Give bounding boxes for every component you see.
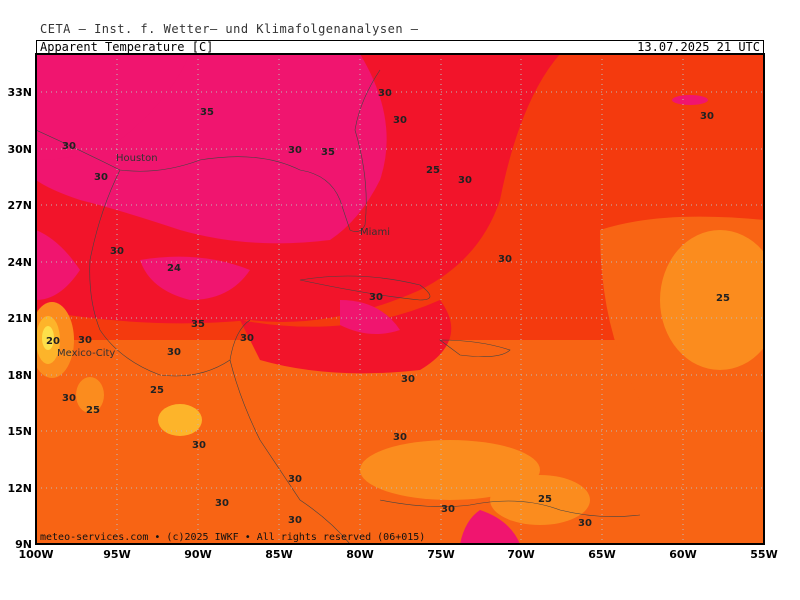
contour-label: 30 [498,254,512,265]
lat-label: 21N [7,312,32,325]
contour-label: 25 [86,405,100,416]
contour-label: 35 [321,147,335,158]
longitude-axis: 100W 95W 90W 85W 80W 75W 70W 65W 60W 55W [18,548,777,561]
variable-title: Apparent Temperature [C] [40,40,214,54]
contour-label: 30 [167,347,181,358]
contour-label: 30 [288,145,302,156]
lon-label: 90W [184,548,211,561]
contour-label: 30 [401,374,415,385]
contour-label: 30 [369,292,383,303]
lat-label: 24N [7,256,32,269]
contour-label: 30 [578,518,592,529]
contour-label: 30 [378,88,392,99]
model-header: CETA – Inst. f. Wetter– und Klimafolgena… [40,22,419,36]
lon-label: 95W [103,548,130,561]
contour-label: 25 [426,165,440,176]
copyright-credit: meteo-services.com • (c)2025 IWKF • All … [40,532,426,543]
contour-label: 25 [716,293,730,304]
lat-label: 12N [7,482,32,495]
contour-label: 30 [240,333,254,344]
lat-lon-grid [36,54,764,544]
contour-label: 30 [700,111,714,122]
lat-label: 33N [7,86,32,99]
latitude-axis: 33N 30N 27N 24N 21N 18N 15N 12N 9N [7,86,32,551]
contour-label: 24 [167,263,181,274]
valid-time: 13.07.2025 21 UTC [637,40,760,54]
contour-label: 25 [150,385,164,396]
contour-label: 30 [94,172,108,183]
lat-label: 15N [7,425,32,438]
city-labels: Houston Miami Mexico-City [57,153,390,359]
contour-label: 30 [62,141,76,152]
contour-label: 30 [78,335,92,346]
coastlines [36,69,641,544]
contour-label: 30 [393,115,407,126]
contour-label: 35 [191,319,205,330]
contour-label: 30 [288,515,302,526]
lat-label: 9N [15,538,32,551]
city-label-houston: Houston [116,153,158,164]
lon-label: 100W [18,548,53,561]
lon-label: 85W [265,548,292,561]
lat-label: 30N [7,143,32,156]
temperature-field [36,54,764,544]
contour-label: 30 [215,498,229,509]
contour-label: 25 [538,494,552,505]
contour-label: 30 [393,432,407,443]
lat-label: 18N [7,369,32,382]
contour-label: 30 [110,246,124,257]
lon-label: 70W [507,548,534,561]
contour-label: 30 [441,504,455,515]
contour-label: 30 [288,474,302,485]
lon-label: 55W [750,548,777,561]
contour-labels: 35 30 30 35 30 30 25 30 30 30 30 24 30 2… [46,88,730,529]
contour-label: 30 [458,175,472,186]
title-bar: Apparent Temperature [C] 13.07.2025 21 U… [36,40,764,54]
lon-label: 65W [588,548,615,561]
city-label-miami: Miami [360,227,390,238]
lon-label: 80W [346,548,373,561]
lon-label: 60W [669,548,696,561]
city-label-mexico-city: Mexico-City [57,348,115,359]
map-frame [35,53,765,545]
contour-label: 35 [200,107,214,118]
lon-label: 75W [427,548,454,561]
lat-label: 27N [7,199,32,212]
contour-label: 30 [192,440,206,451]
contour-label: 30 [62,393,76,404]
contour-label: 20 [46,336,60,347]
